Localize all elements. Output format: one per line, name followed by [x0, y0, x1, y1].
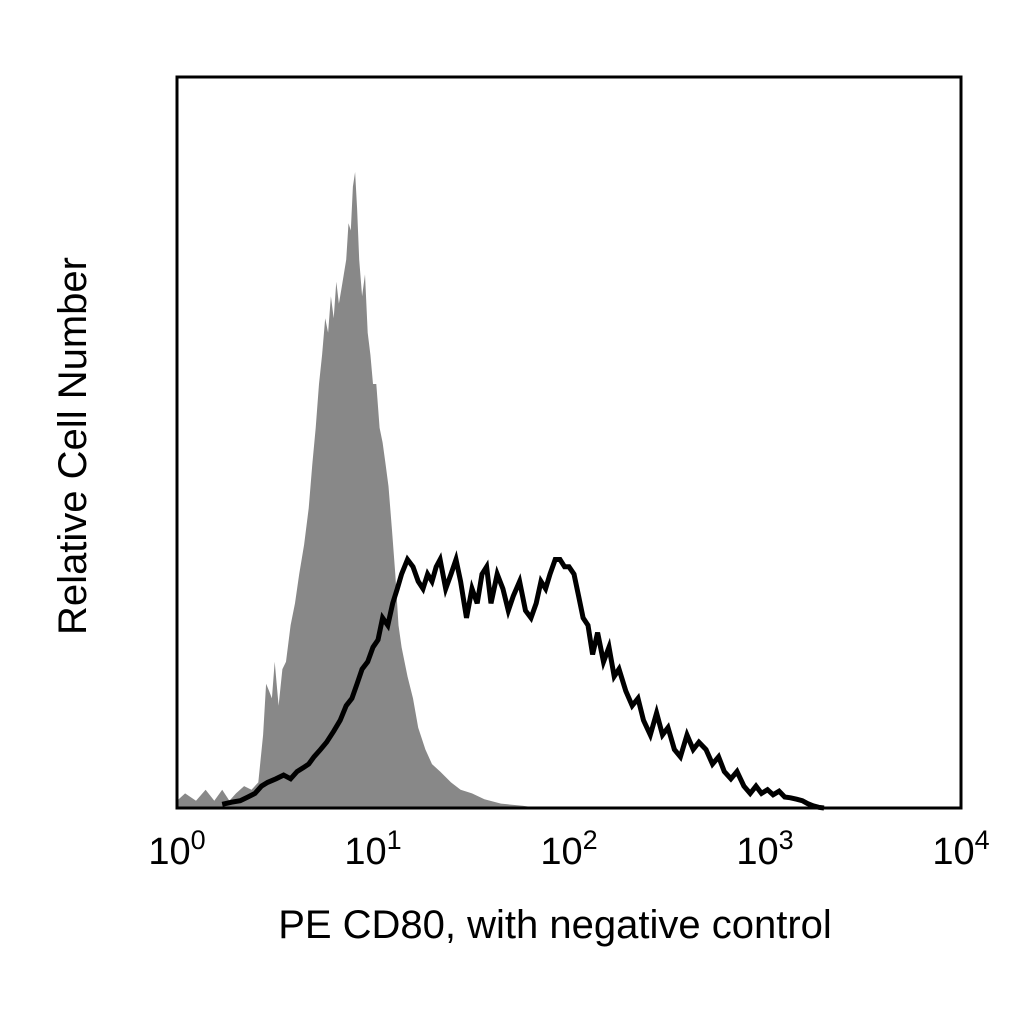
x-tick-label: 104 [932, 825, 989, 873]
x-tick-label-base: 10 [344, 831, 386, 873]
x-tick-labels: 100 101 102 103 104 [148, 825, 989, 873]
x-tick-label-exponent: 0 [191, 825, 206, 855]
x-tick-label-base: 10 [540, 831, 582, 873]
x-axis-title: PE CD80, with negative control [278, 903, 832, 947]
control-histogram-area [177, 172, 539, 808]
sample-histogram-line [221, 550, 825, 811]
x-tick-label: 100 [148, 825, 205, 873]
series-layer [177, 172, 825, 811]
y-axis-title: Relative Cell Number [51, 257, 95, 635]
x-tick-label-base: 10 [148, 831, 190, 873]
x-tick-label-exponent: 1 [387, 825, 402, 855]
x-tick-label: 103 [736, 825, 793, 873]
x-tick-label-exponent: 4 [975, 825, 990, 855]
x-tick-label: 101 [344, 825, 401, 873]
plot-frame [175, 75, 963, 810]
x-tick-label-exponent: 2 [583, 825, 598, 855]
x-tick-label-base: 10 [736, 831, 778, 873]
x-tick-label: 102 [540, 825, 597, 873]
x-tick-label-exponent: 3 [779, 825, 794, 855]
x-tick-label-base: 10 [932, 831, 974, 873]
